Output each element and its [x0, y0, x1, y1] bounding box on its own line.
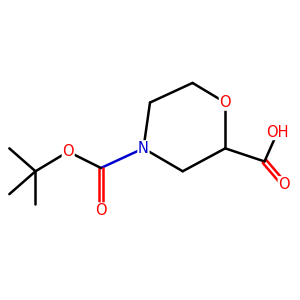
Text: O: O [95, 203, 107, 218]
Text: O: O [219, 95, 231, 110]
Text: OH: OH [266, 124, 289, 140]
Text: N: N [138, 141, 149, 156]
Text: O: O [62, 144, 74, 159]
Text: O: O [278, 177, 290, 192]
